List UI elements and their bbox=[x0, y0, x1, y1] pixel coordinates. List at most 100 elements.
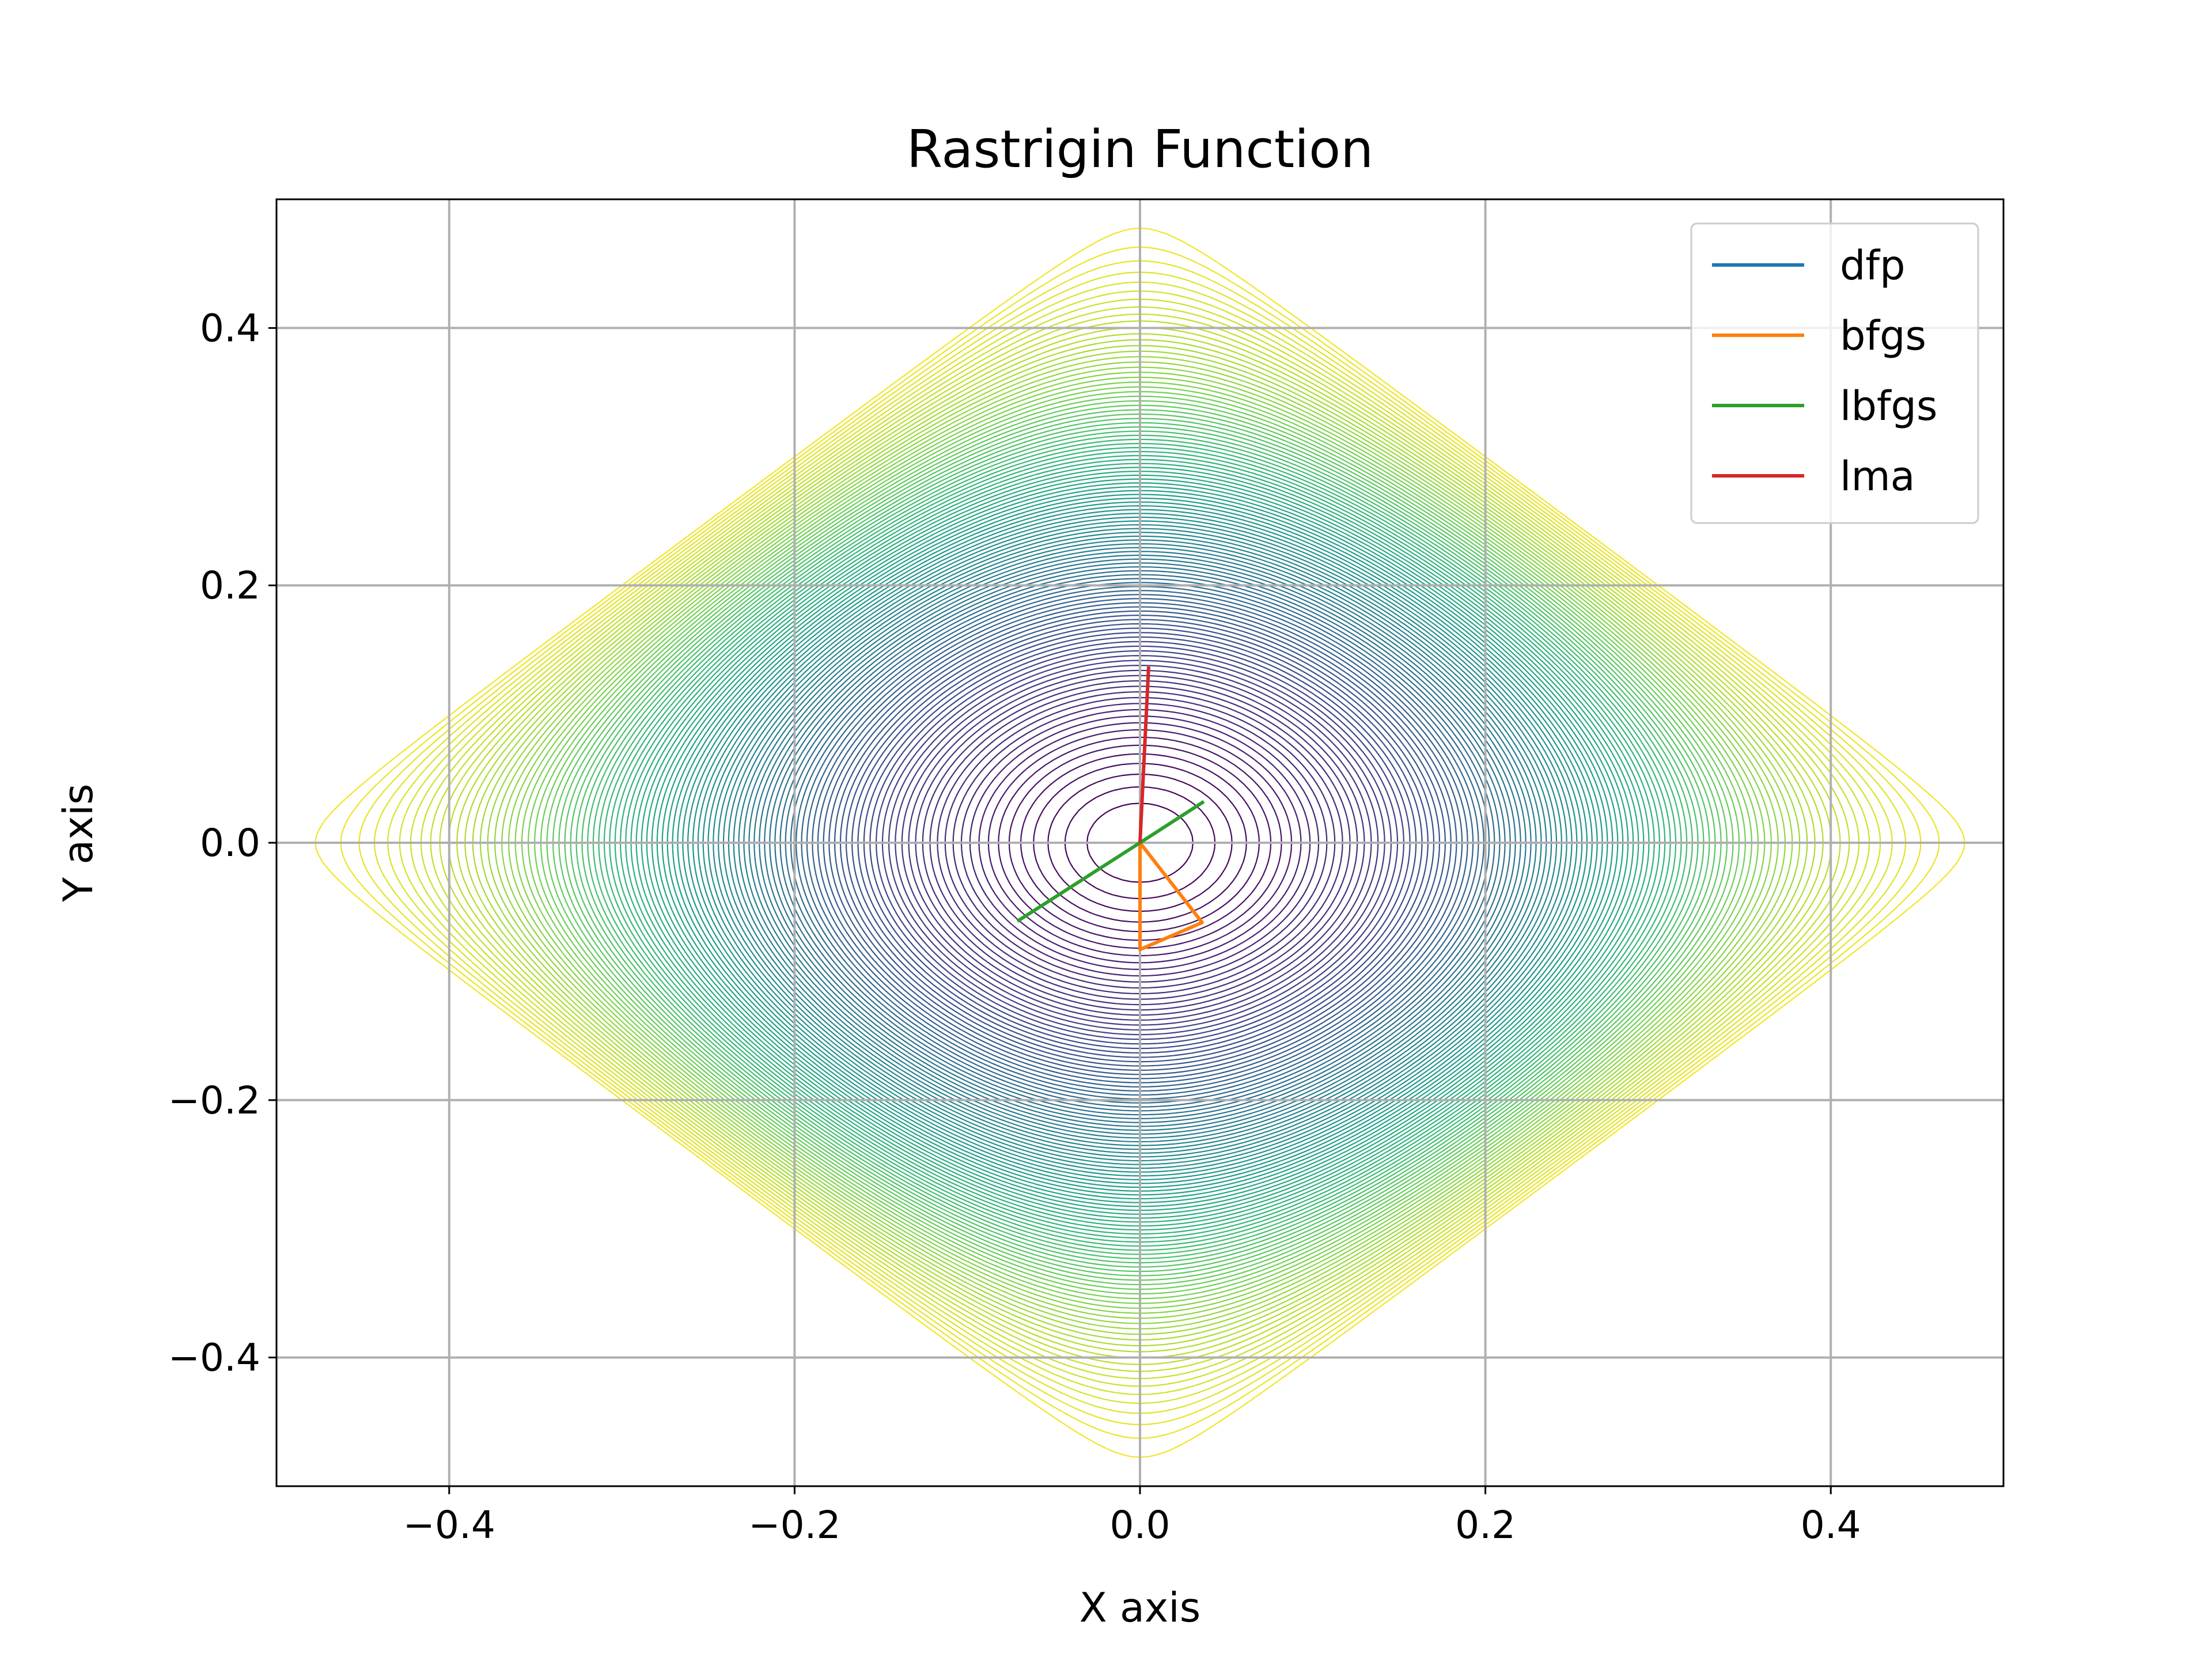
y-tick-label-2: 0.0 bbox=[200, 821, 260, 865]
contour-line-73 bbox=[603, 442, 1677, 1243]
contour-line-84 bbox=[540, 395, 1740, 1290]
contour-line-36 bbox=[796, 586, 1484, 1100]
contour-line-46 bbox=[743, 547, 1537, 1139]
x-axis-label: X axis bbox=[1080, 1584, 1200, 1631]
x-tick-label-1: −0.2 bbox=[748, 1503, 840, 1547]
contour-line-58 bbox=[682, 501, 1598, 1184]
contour-line-57 bbox=[687, 505, 1593, 1180]
contour-line-104 bbox=[373, 271, 1907, 1414]
contour-line-39 bbox=[779, 574, 1501, 1112]
contour-line-6 bbox=[998, 736, 1282, 949]
contour-line-0 bbox=[1086, 802, 1194, 883]
y-tick-label-4: 0.4 bbox=[200, 306, 260, 350]
contour-line-77 bbox=[581, 426, 1699, 1259]
contour-line-1 bbox=[1064, 786, 1216, 900]
legend-label-lbfgs: lbfgs bbox=[1840, 382, 1937, 430]
contour-line-62 bbox=[661, 486, 1619, 1200]
contour-line-81 bbox=[558, 409, 1722, 1277]
contour-line-22 bbox=[876, 645, 1404, 1040]
contour-line-4 bbox=[1020, 753, 1260, 933]
contour-line-99 bbox=[430, 313, 1850, 1372]
contour-line-8 bbox=[978, 722, 1302, 964]
contour-line-10 bbox=[960, 709, 1320, 977]
contour-line-40 bbox=[774, 570, 1506, 1116]
series-lines bbox=[1016, 666, 1205, 952]
contour-line-20 bbox=[888, 655, 1392, 1031]
contour-line-82 bbox=[552, 404, 1728, 1281]
contour-line-18 bbox=[901, 665, 1379, 1021]
contour-line-55 bbox=[697, 513, 1583, 1173]
contour-line-12 bbox=[944, 696, 1336, 989]
contour-line-43 bbox=[759, 558, 1521, 1127]
contour-line-107 bbox=[315, 228, 1965, 1458]
contour-line-16 bbox=[915, 675, 1365, 1011]
contour-line-94 bbox=[472, 344, 1808, 1341]
contour-line-34 bbox=[806, 594, 1474, 1092]
contour-line-31 bbox=[823, 606, 1457, 1080]
series-line-lma bbox=[1138, 666, 1150, 843]
contour-line-25 bbox=[857, 632, 1423, 1054]
contour-line-30 bbox=[828, 610, 1452, 1075]
contour-line-101 bbox=[410, 298, 1870, 1387]
contour-line-80 bbox=[564, 413, 1716, 1272]
contour-line-68 bbox=[630, 463, 1650, 1223]
contour-line-35 bbox=[801, 590, 1479, 1096]
contour-line-78 bbox=[575, 422, 1705, 1264]
contour-line-48 bbox=[733, 539, 1547, 1146]
contour-line-13 bbox=[937, 691, 1343, 995]
contour-line-56 bbox=[692, 509, 1588, 1177]
contour-line-89 bbox=[508, 372, 1772, 1314]
contour-line-47 bbox=[738, 543, 1542, 1143]
contour-line-91 bbox=[494, 361, 1786, 1324]
contour-line-3 bbox=[1033, 763, 1247, 923]
contour-line-103 bbox=[387, 281, 1893, 1404]
x-tick-label-4: 0.4 bbox=[1801, 1503, 1861, 1547]
contour-line-69 bbox=[625, 459, 1655, 1227]
contour-line-23 bbox=[869, 641, 1411, 1045]
contour-line-44 bbox=[753, 554, 1527, 1131]
contour-line-63 bbox=[656, 482, 1624, 1203]
chart-title: Rastrigin Function bbox=[907, 119, 1373, 180]
contour-line-33 bbox=[812, 598, 1468, 1088]
legend-frame bbox=[1690, 222, 1979, 524]
contour-line-92 bbox=[487, 356, 1793, 1330]
contour-line-28 bbox=[839, 619, 1441, 1067]
contour-line-14 bbox=[929, 685, 1351, 1000]
contour-line-41 bbox=[769, 566, 1511, 1119]
legend-label-dfp: dfp bbox=[1840, 242, 1906, 289]
contour-line-9 bbox=[969, 715, 1311, 970]
contour-line-70 bbox=[619, 454, 1661, 1231]
contour-line-106 bbox=[340, 247, 1940, 1439]
y-tick-label-0: −0.4 bbox=[168, 1336, 260, 1380]
contour-line-64 bbox=[651, 478, 1629, 1207]
legend-label-bfgs: bfgs bbox=[1840, 312, 1926, 359]
contour-line-79 bbox=[570, 418, 1710, 1268]
contour-line-72 bbox=[609, 446, 1671, 1239]
contour-line-17 bbox=[908, 669, 1372, 1016]
contour-line-100 bbox=[420, 306, 1860, 1380]
contour-line-11 bbox=[952, 703, 1328, 983]
contour-line-26 bbox=[851, 627, 1429, 1058]
contour-line-2 bbox=[1047, 773, 1233, 912]
legend-label-lma: lma bbox=[1840, 453, 1915, 500]
contour-line-27 bbox=[845, 623, 1435, 1063]
contour-line-75 bbox=[592, 434, 1688, 1251]
x-tick-label-2: 0.0 bbox=[1110, 1503, 1171, 1547]
contour-line-71 bbox=[614, 450, 1666, 1235]
y-tick-label-3: 0.2 bbox=[200, 563, 260, 608]
y-axis-label: Y axis bbox=[55, 783, 102, 902]
contour-line-98 bbox=[439, 320, 1841, 1365]
contour-line-5 bbox=[1008, 744, 1272, 941]
y-tick-label-1: −0.2 bbox=[168, 1078, 260, 1123]
contour-line-74 bbox=[598, 438, 1682, 1247]
contour-line-59 bbox=[677, 497, 1603, 1188]
x-tick-label-0: −0.4 bbox=[403, 1503, 495, 1547]
contour-line-96 bbox=[456, 333, 1824, 1353]
contour-line-52 bbox=[713, 524, 1567, 1162]
contour-line-50 bbox=[722, 532, 1558, 1154]
contour-line-90 bbox=[501, 366, 1779, 1319]
contour-line-85 bbox=[534, 391, 1746, 1295]
contour-line-95 bbox=[464, 339, 1816, 1347]
x-tick-label-3: 0.2 bbox=[1455, 1503, 1516, 1547]
